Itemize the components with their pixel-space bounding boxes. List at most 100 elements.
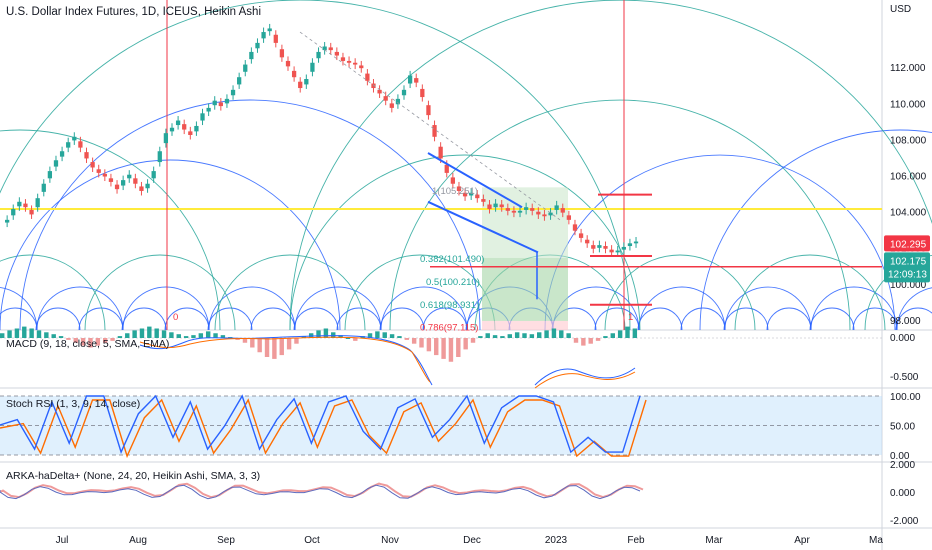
candle-body [267,28,272,32]
candle-body [273,34,278,43]
cycle-arc-medium [122,286,210,331]
cycle-arc-large [19,99,481,331]
macd-tick: -0.500 [890,372,919,383]
candle-body [139,186,144,191]
macd-histogram-bar [294,338,299,344]
fib-label: 1(105.251) [432,186,478,197]
candle-body [5,219,10,223]
fib-label: 0.5(100.210) [426,277,480,288]
price-tick: 108.000 [890,135,927,146]
macd-histogram-bar [448,338,454,362]
macd-histogram-bar [485,333,490,338]
time-tick: 2023 [545,535,568,546]
candle-body [145,183,150,189]
macd-histogram-bar [88,338,93,348]
candle-body [291,70,297,78]
cycle-arc-green [0,254,106,331]
candle-body [157,151,162,163]
macd-histogram-bar [301,336,307,338]
time-tick: Mar [705,535,723,546]
macd-line [139,335,433,386]
macd-histogram-bar [603,336,608,338]
last-price-tag [884,252,930,283]
macd-histogram-bar [80,338,86,346]
cycle-arc-medium [810,286,898,331]
candle-body [66,142,71,148]
candle-body [47,171,53,179]
macd-histogram-bar [183,336,189,338]
macd-histogram-bar [242,338,248,343]
cycle-arc-large [0,159,341,331]
macd-line [534,367,636,386]
macd-histogram-bar [14,328,20,338]
macd-histogram-bar [397,336,402,338]
candle-body [389,103,394,108]
macd-histogram-bar [95,338,101,346]
macd-histogram-bar [573,338,579,343]
candle-body [29,209,34,215]
candle-body [212,100,217,106]
candle-body [53,160,59,167]
arka-signal-line [0,482,644,499]
macd-histogram-bar [36,330,42,338]
candle-body [298,81,303,89]
candle-body [633,241,639,244]
candle-body [340,57,346,61]
candle-body [175,120,181,126]
candle-body [353,62,358,65]
candle-body [426,105,431,116]
macd-histogram-bar [375,331,380,338]
candle-body [450,177,455,184]
macd-histogram-bar [632,328,638,338]
fib-zone-middle [482,257,568,321]
macd-histogram-bar [419,338,424,348]
macd-histogram-bar [250,338,255,348]
candle-body [359,65,364,69]
price-tick: 98.000 [890,316,921,327]
cycle-arc-medium [294,286,382,331]
macd-histogram-bar [595,338,601,341]
candle-body [530,208,535,211]
candle-body [261,32,266,39]
macd-histogram-bar [514,332,520,338]
candle-body [11,209,16,216]
candle-body [511,210,517,213]
candle-body [151,171,156,179]
candle-body [591,245,596,249]
stoch-tick: 0.00 [890,451,910,462]
candle-body [206,107,211,112]
candle-body [310,62,315,72]
macd-histogram-bar [58,336,64,338]
macd-histogram-bar [353,338,358,341]
macd-histogram-bar [44,332,49,338]
macd-label: MACD (9, 18, close, 5, SMA, EMA) [6,338,170,350]
cycle-arc-medium [724,286,812,331]
candle-body [285,60,291,67]
candle-body [133,178,138,184]
macd-histogram-bar [492,335,498,338]
arka-tick: -2.000 [890,516,919,527]
candle-body [328,47,333,51]
cycle-arc-small [680,307,726,331]
candle-body [523,207,529,210]
macd-histogram-bar [286,338,292,350]
candle-body [163,133,169,144]
candle-body [432,125,437,137]
candle-body [407,75,413,84]
cycle-arc-medium [380,286,468,331]
macd-histogram-bar [529,334,535,338]
time-tick: Nov [381,535,399,546]
candle-body [493,203,498,208]
time-tick: Feb [627,535,645,546]
candle-body [597,245,602,248]
macd-histogram-bar [198,333,204,338]
cycle-arc-xl [0,0,631,331]
candle-body [41,183,46,192]
cycle-arc-medium [896,287,932,331]
macd-histogram-bar [338,335,343,338]
macd-histogram-bar [147,326,152,338]
price-tick: 104.000 [890,208,927,219]
candle-body [249,51,254,60]
macd-histogram-bar [22,326,27,338]
